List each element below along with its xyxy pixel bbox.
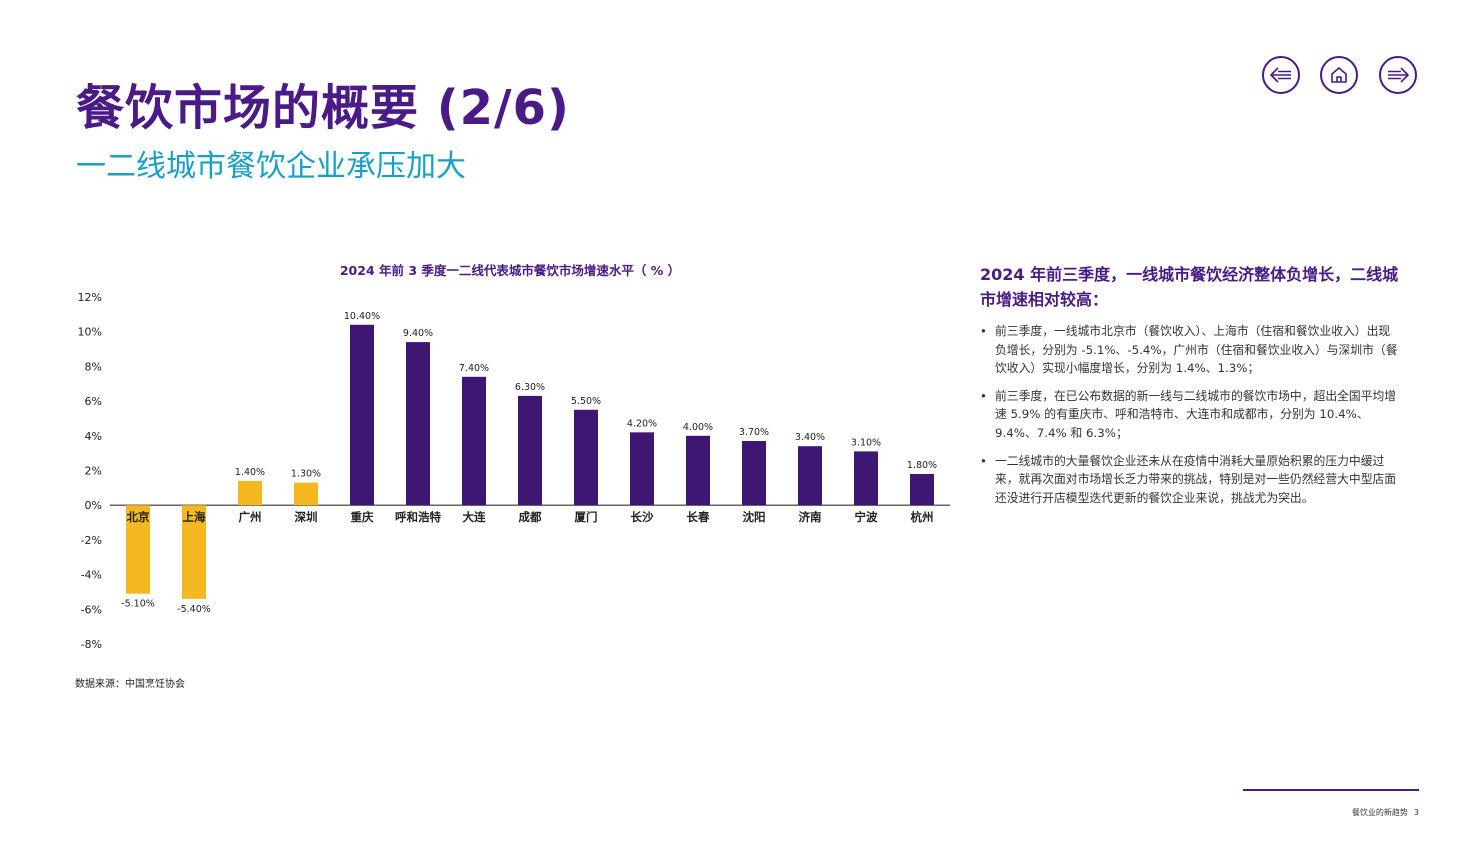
data-label: 7.40% [459,363,489,374]
footer-divider [1243,789,1419,791]
x-tick-label: 大连 [463,510,486,524]
forward-button[interactable] [1379,56,1417,94]
insight-panel: 2024 年前三季度，一线城市餐饮经济整体负增长，二线城市增速相对较高： • 前三… [980,262,1400,516]
x-tick-label: 厦门 [575,510,598,524]
list-item-text: 一二线城市的大量餐饮企业还未从在疫情中消耗大量原始积累的压力中缓过来，就再次面对… [995,453,1397,505]
bar [686,435,710,506]
list-item: • 前三季度，一线城市北京市（餐饮收入）、上海市（住宿和餐饮业收入）出现负增长，分… [980,322,1400,378]
data-label: 9.40% [403,328,433,339]
x-tick-label: 济南 [799,510,822,524]
bar [854,451,878,506]
page-subtitle: 一二线城市餐饮企业承压加大 [76,149,466,184]
bar [574,409,598,506]
bar [518,395,542,506]
arrow-right-icon [1388,67,1409,83]
list-item-text: 前三季度，一线城市北京市（餐饮收入）、上海市（住宿和餐饮业收入）出现负增长，分别… [995,324,1398,376]
data-label: 4.20% [627,418,657,429]
y-tick-label: 10% [78,326,102,339]
x-tick-label: 沈阳 [743,510,766,524]
bar [350,324,374,506]
data-label: 6.30% [515,382,545,393]
data-label: -5.40% [177,604,211,615]
insight-heading: 2024 年前三季度，一线城市餐饮经济整体负增长，二线城市增速相对较高： [980,265,1399,309]
y-tick-label: -8% [81,638,102,651]
bar-chart: 2024 年前 3 季度一二线代表城市餐饮市场增速水平（ % ） 12% 10% 8… [70,255,960,665]
y-tick-label: 8% [85,360,102,373]
data-label: 4.00% [683,422,713,433]
x-tick-label: 广州 [239,510,262,524]
list-item-text: 前三季度，在已公布数据的新一线与二线城市的餐饮市场中，超出全国平均增速 5.9%… [995,388,1397,440]
data-label: 3.40% [795,432,825,443]
x-tick-label: 长沙 [631,510,654,524]
bar [798,446,822,506]
y-tick-label: 12% [78,291,102,304]
bullet-icon: • [980,388,987,403]
bar [462,376,486,506]
list-item: • 前三季度，在已公布数据的新一线与二线城市的餐饮市场中，超出全国平均增速 5.9… [980,387,1400,443]
data-label: 1.30% [291,469,321,480]
bar [182,505,206,599]
footer-label: 餐饮业的新趋势 [1351,808,1408,817]
page-number: 3 [1413,808,1419,817]
bar [406,342,430,506]
data-label: 5.50% [571,396,601,407]
bar [238,480,262,506]
back-button[interactable] [1262,56,1300,94]
home-icon [1331,67,1347,83]
data-label: 10.40% [344,311,380,322]
bar-chart-svg: 2024 年前 3 季度一二线代表城市餐饮市场增速水平（ % ） 12% 10% 8… [78,263,950,651]
bar [742,441,766,506]
data-label: -5.10% [121,599,155,610]
footer: 餐饮业的新趋势 3 [1352,807,1419,818]
y-tick-label: -4% [81,569,102,582]
bullet-icon: • [980,453,987,468]
data-label: 1.80% [907,460,937,471]
x-tick-label: 重庆 [351,510,374,524]
x-tick-label: 杭州 [911,510,934,524]
y-tick-label: -2% [81,534,102,547]
y-tick-label: 6% [85,395,102,408]
x-tick-label: 呼和浩特 [395,510,441,524]
insight-list: • 前三季度，一线城市北京市（餐饮收入）、上海市（住宿和餐饮业收入）出现负增长，分… [980,322,1400,507]
bar [126,505,150,594]
x-tick-label: 北京 [127,510,150,524]
bullet-icon: • [980,324,987,338]
x-tick-label: 宁波 [855,510,878,524]
y-tick-label: 4% [85,430,102,443]
data-label: 3.70% [739,427,769,438]
x-tick-label: 深圳 [295,510,318,524]
y-tick-label: -6% [81,603,102,616]
arrow-left-icon [1270,67,1291,83]
page-title: 餐饮市场的概要 (2/6) [76,80,570,136]
bar [630,432,654,506]
bar [910,473,934,506]
data-label: 3.10% [851,437,881,448]
y-tick-label: 0% [85,499,102,512]
x-tick-label: 上海 [183,510,206,524]
list-item: • 一二线城市的大量餐饮企业还未从在疫情中消耗大量原始积累的压力中缓过来，就再次面… [980,452,1400,508]
x-tick-label: 成都 [519,510,542,524]
chart-title: 2024 年前 3 季度一二线代表城市餐饮市场增速水平（ % ） [340,263,680,278]
y-tick-label: 2% [85,465,102,478]
data-label: 1.40% [235,467,265,478]
home-button[interactable] [1320,56,1358,94]
bar [294,482,318,506]
data-source: 数据来源：中国烹饪协会 [75,679,185,690]
x-tick-label: 长春 [687,510,710,524]
